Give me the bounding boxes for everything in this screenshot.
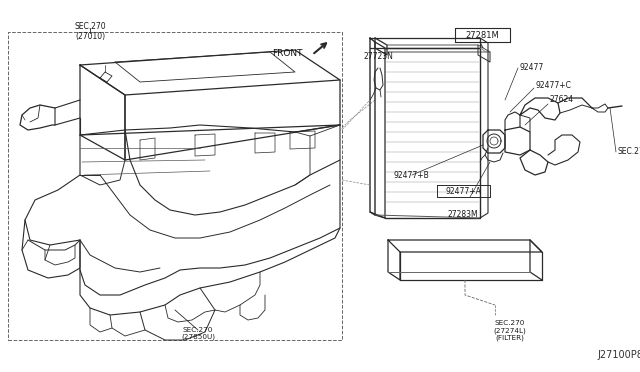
Text: J27100P8: J27100P8 [597, 350, 640, 360]
Text: 27624: 27624 [550, 96, 574, 105]
Text: 27281M: 27281M [465, 31, 499, 39]
Text: SEC.270
(27274L)
(FILTER): SEC.270 (27274L) (FILTER) [493, 320, 526, 341]
Text: 92477: 92477 [520, 64, 544, 73]
Text: FRONT: FRONT [273, 48, 303, 58]
Text: 27283M: 27283M [448, 210, 478, 219]
Text: 92477+C: 92477+C [535, 80, 571, 90]
Text: SEC.270
(27010): SEC.270 (27010) [74, 22, 106, 41]
Text: SEC.270
(27850U): SEC.270 (27850U) [181, 327, 215, 340]
Text: 92477+B: 92477+B [393, 170, 429, 180]
Text: SEC.270: SEC.270 [618, 148, 640, 157]
Text: 92477+A: 92477+A [445, 186, 481, 196]
Text: 27723N: 27723N [363, 52, 393, 61]
